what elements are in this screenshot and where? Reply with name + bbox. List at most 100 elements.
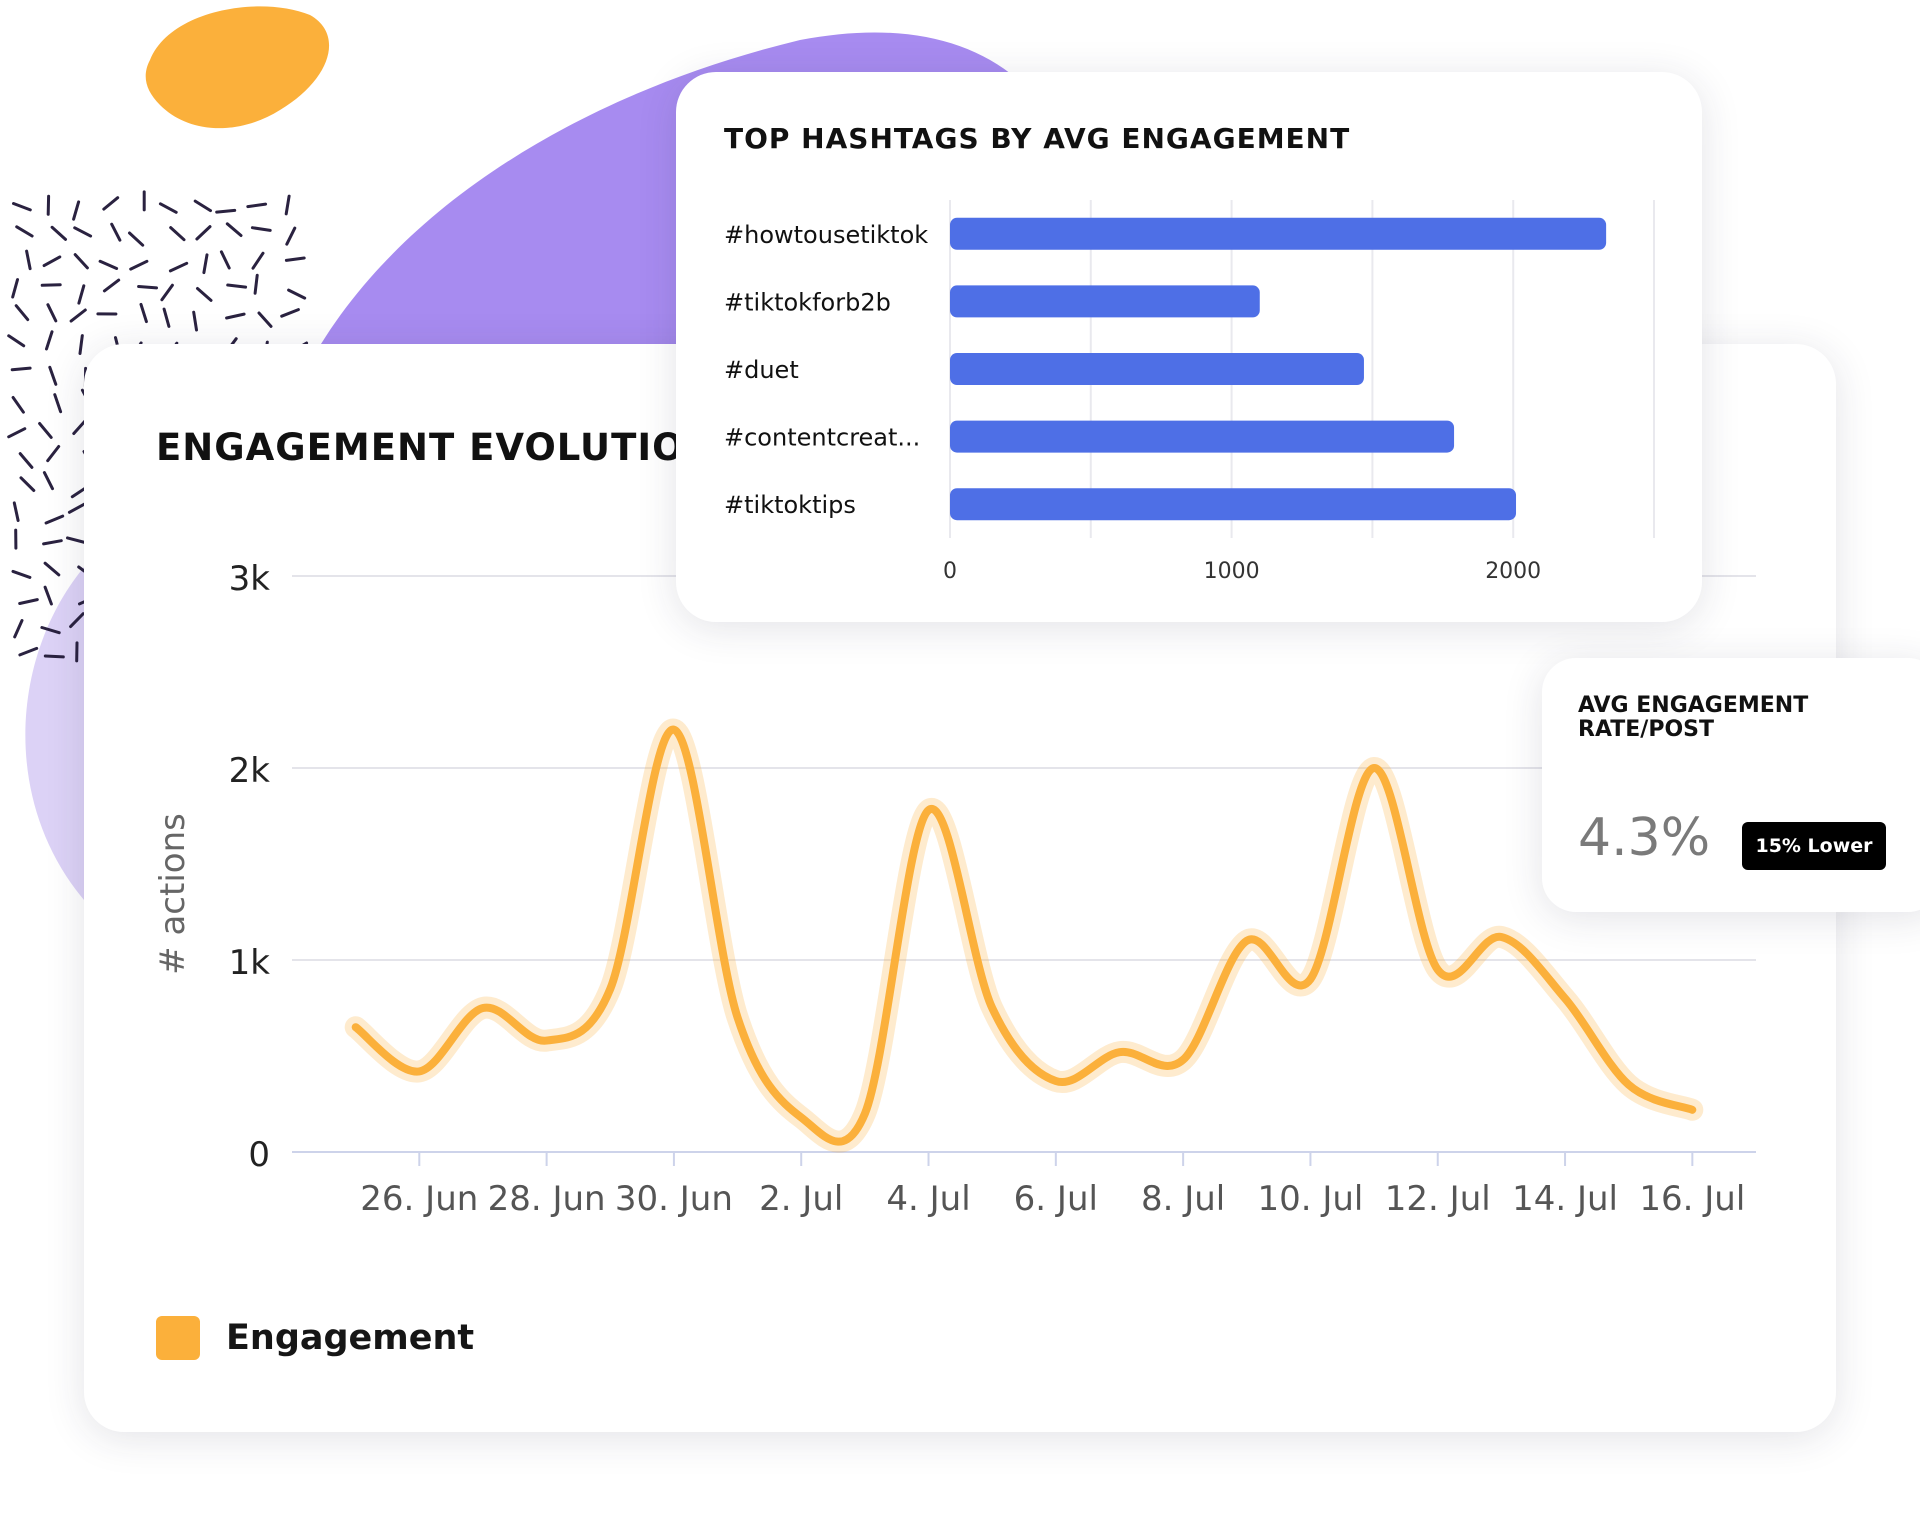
decor-dash: [192, 310, 198, 332]
decor-dash: [77, 284, 86, 305]
engagement-point: [737, 1017, 739, 1019]
x-tick-label: 1000: [1204, 559, 1260, 584]
orange-blob: [145, 6, 330, 129]
decor-dash: [11, 396, 25, 414]
decor-dash: [72, 200, 81, 221]
decor-dash: [67, 502, 87, 514]
decor-dash: [66, 536, 87, 544]
decor-dash: [45, 330, 54, 351]
engagement-point: [1182, 1059, 1184, 1061]
engagement-point: [673, 729, 675, 731]
x-tick-label: 8. Jul: [1141, 1179, 1225, 1219]
legend-swatch-engagement: [156, 1316, 200, 1360]
decor-dash: [195, 225, 212, 241]
decor-dash: [169, 226, 186, 242]
decor-dash: [160, 283, 174, 302]
decor-dash: [98, 259, 119, 270]
decor-dash: [14, 304, 30, 322]
x-tick-label: 4. Jul: [886, 1179, 970, 1219]
decor-dash: [102, 278, 121, 293]
decor-dash: [251, 251, 265, 270]
decor-dash: [250, 226, 272, 232]
decor-dash: [40, 283, 62, 287]
legend-label-engagement: Engagement: [226, 1318, 475, 1358]
decor-dash: [215, 208, 237, 214]
decor-dash: [196, 287, 213, 302]
decor-dash: [38, 422, 53, 439]
engagement-point: [928, 809, 930, 811]
decor-dash: [19, 476, 36, 492]
hashtag-bar: [950, 285, 1260, 318]
decor-dash: [7, 427, 27, 439]
decor-dash: [246, 202, 268, 209]
decor-dash: [12, 202, 32, 212]
y-axis-label: # actions: [153, 813, 193, 975]
decor-dash: [43, 654, 65, 659]
hashtag-bar: [950, 488, 1517, 521]
decor-dash: [257, 311, 273, 328]
decor-dash: [42, 255, 62, 268]
decor-dash: [139, 302, 148, 324]
avg-engagement-rate-title: AVG ENGAGEMENT RATE/POST: [1578, 693, 1809, 742]
comparison-badge: 15% Lower: [1742, 822, 1886, 870]
decor-dash: [15, 225, 34, 238]
engagement-point: [482, 1007, 484, 1009]
engagement-point: [1118, 1051, 1120, 1053]
decor-dash: [253, 273, 259, 295]
x-tick-label: 6. Jul: [1014, 1179, 1098, 1219]
decor-dash: [44, 514, 65, 525]
engagement-point: [1564, 997, 1566, 999]
decor-dash: [78, 334, 84, 355]
decor-dash: [11, 569, 32, 579]
y-tick-label: 2k: [229, 751, 271, 791]
hashtag-label: #howtousetiktok: [724, 221, 928, 249]
decor-dash: [162, 307, 171, 328]
decor-dash: [284, 194, 291, 216]
decor-dash: [225, 312, 246, 320]
decor-dash: [284, 256, 306, 262]
x-tick-label: 26. Jun: [360, 1179, 478, 1219]
engagement-point: [1309, 978, 1311, 980]
y-tick-label: 1k: [229, 943, 271, 983]
decor-dash: [18, 646, 39, 657]
x-tick-label: 14. Jul: [1512, 1179, 1618, 1219]
x-tick-label: 2. Jul: [759, 1179, 843, 1219]
engagement-point: [991, 1007, 993, 1009]
decor-dash: [168, 261, 189, 273]
x-tick-label: 28. Jun: [488, 1179, 606, 1219]
decor-dash: [202, 253, 209, 275]
decor-dash: [219, 250, 231, 270]
decor-dash: [287, 288, 307, 300]
decor-dash: [137, 285, 158, 290]
engagement-point: [1373, 767, 1375, 769]
decor-dash: [110, 222, 122, 242]
decor-dash: [50, 225, 67, 241]
chart-legend[interactable]: Engagement: [156, 1316, 474, 1360]
avg-engagement-rate-value: 4.3%: [1578, 808, 1711, 868]
engagement-point: [355, 1026, 357, 1028]
hashtag-bar: [950, 353, 1364, 385]
engagement-point: [800, 1116, 802, 1118]
x-tick-label: 0: [943, 559, 957, 584]
top-hashtags-title: TOP HASHTAGS BY AVG ENGAGEMENT: [724, 122, 1351, 155]
hashtag-bar: [950, 217, 1607, 250]
y-tick-label: 3k: [229, 559, 271, 599]
engagement-point: [864, 1113, 866, 1115]
engagement-point: [1500, 936, 1502, 938]
engagement-evolution-title: ENGAGEMENT EVOLUTION: [156, 426, 717, 469]
engagement-point: [418, 1070, 420, 1072]
hashtag-label: #tiktoktips: [724, 491, 856, 519]
x-tick-label: 30. Jun: [615, 1179, 733, 1219]
decor-dash: [69, 612, 85, 629]
decor-dash: [10, 366, 32, 372]
decor-dash: [158, 202, 178, 214]
decor-dash: [225, 222, 243, 237]
decor-dash: [42, 539, 63, 546]
decor-dash: [285, 226, 297, 246]
hashtag-label: #duet: [724, 356, 799, 384]
engagement-point: [1437, 969, 1439, 971]
avg-engagement-rate-card: AVG ENGAGEMENT RATE/POST 4.3% 15% Lower: [1542, 658, 1920, 912]
decor-dash: [7, 334, 26, 348]
decor-dash: [18, 452, 34, 469]
engagement-line-chart: 0 1k 2k 3k 26. Jun 28. Jun 30. Jun 2. Jul 4. Jul…: [153, 559, 1756, 1219]
